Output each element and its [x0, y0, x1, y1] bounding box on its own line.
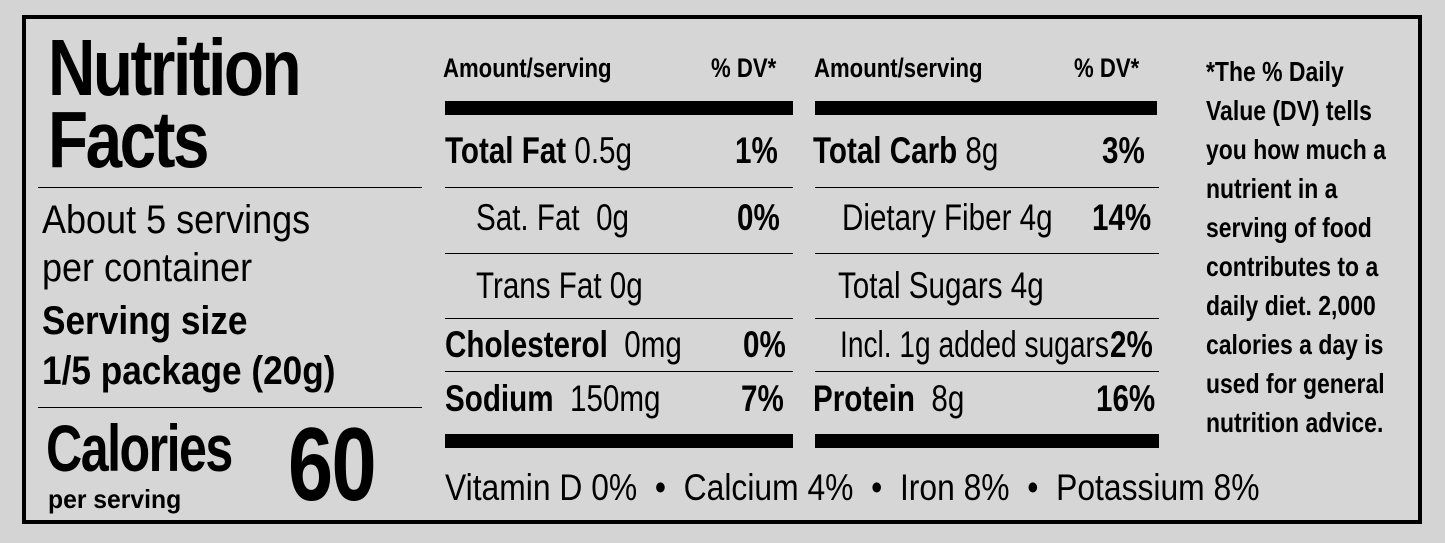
calories-per-serving: per serving	[48, 484, 182, 514]
thick-rule	[445, 101, 793, 115]
calories-value: 60	[288, 407, 377, 523]
dv-added-sugars: 2%	[1110, 324, 1153, 365]
dv-header-left: % DV*	[711, 53, 777, 83]
nutrient-row-cholesterol: Cholesterol 0mg	[445, 324, 682, 365]
dv-dietary-fiber: 14%	[1092, 197, 1152, 238]
nutrient-row-sodium: Sodium 150mg	[445, 378, 661, 419]
daily-value-footnote: *The % Daily Value (DV) tells you how mu…	[1206, 56, 1386, 438]
nutrient-row-trans-fat: Trans Fat 0g	[476, 265, 643, 306]
servings-line2: per container	[42, 246, 253, 290]
nutrient-row-total-sugars: Total Sugars 4g	[838, 265, 1044, 306]
dv-header-right: % DV*	[1074, 53, 1140, 83]
servings-per-container: About 5 servings per container	[42, 196, 340, 292]
nutrient-row-protein: Protein 8g	[813, 378, 965, 419]
divider	[445, 371, 793, 372]
dv-total-carb: 3%	[1102, 130, 1145, 171]
divider	[445, 187, 793, 188]
divider	[38, 407, 422, 408]
title: Nutrition Facts	[48, 23, 354, 184]
calories-label: Calories	[46, 411, 233, 485]
divider	[815, 253, 1159, 254]
nutrient-row-sat-fat: Sat. Fat 0g	[476, 197, 630, 238]
divider	[445, 318, 793, 319]
divider	[815, 318, 1159, 319]
dv-sodium: 7%	[741, 378, 784, 419]
divider	[815, 187, 1159, 188]
thick-rule	[815, 434, 1159, 448]
title-line2: Facts	[48, 95, 210, 184]
dv-total-fat: 1%	[735, 130, 778, 171]
amount-header-left: Amount/serving	[443, 53, 612, 83]
serving-size: Serving size 1/5 package (20g)	[42, 296, 376, 396]
vitamins-minerals: Vitamin D 0% • Calcium 4% • Iron 8% • Po…	[445, 467, 1260, 508]
nutrient-row-total-fat: Total Fat 0.5g	[445, 130, 632, 171]
divider	[38, 187, 422, 188]
divider	[815, 371, 1159, 372]
serving-size-value: 1/5 package (20g)	[42, 349, 336, 393]
dv-cholesterol: 0%	[743, 324, 786, 365]
divider	[445, 253, 793, 254]
nutrient-row-added-sugars: Incl. 1g added sugars	[840, 324, 1109, 365]
servings-line1: About 5 servings	[42, 198, 311, 242]
thick-rule	[815, 101, 1157, 115]
nutrient-row-total-carb: Total Carb 8g	[813, 130, 999, 171]
dv-protein: 16%	[1096, 378, 1156, 419]
amount-header-right: Amount/serving	[814, 53, 983, 83]
nutrient-row-dietary-fiber: Dietary Fiber 4g	[842, 197, 1053, 238]
title-line1: Nutrition	[48, 23, 302, 112]
serving-size-label: Serving size	[42, 299, 248, 343]
dv-sat-fat: 0%	[737, 197, 780, 238]
thick-rule	[445, 434, 793, 448]
